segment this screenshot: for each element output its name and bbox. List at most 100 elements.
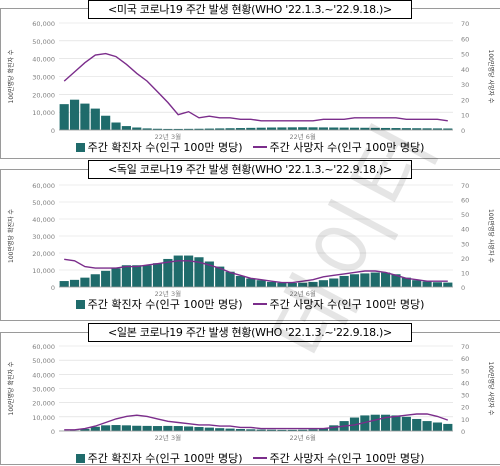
y-right-axis-title: 100만명당 사망자 수 [487,362,495,416]
y-right-tick-label: 60 [461,197,469,205]
bar [70,280,79,287]
legend-line-label: 주간 사망자 수(인구 100만 명당) [270,452,425,465]
y-right-axis-title: 100만명당 사망자 수 [487,209,495,263]
chart-panel-japan: 0 10,000 20,000 30,000 40,000 50,000 60,000 0 10… [0,323,500,464]
bar [153,263,162,287]
y-left-tick-label: 30,000 [32,386,55,394]
y-left-tick-label: 0 [51,127,55,135]
bar [122,265,131,287]
bar [143,265,152,287]
bar [433,423,442,432]
y-left-tick-label: 40,000 [32,56,55,64]
y-right-tick-label: 70 [461,343,469,351]
bar [101,425,110,431]
legend-line-swatch [253,146,267,148]
chart-japan: 0 10,000 20,000 30,000 40,000 50,000 60,000 0 10… [1,333,500,464]
bar [412,419,421,431]
y-right-tick-label: 10 [461,269,469,277]
y-right-tick-label: 10 [461,416,469,424]
bar [288,127,297,130]
bar [122,425,131,431]
y-right-tick-label: 0 [461,284,465,292]
bar [143,426,152,431]
bar [101,116,110,130]
y-left-axis-title: 100만명당 확진자 수 [7,209,15,263]
bar [443,283,452,287]
bar [371,415,380,431]
y-right-tick-label: 70 [461,20,469,28]
y-left-tick-label: 60,000 [32,182,55,190]
bar [60,281,69,287]
legend-bar-swatch [76,300,85,309]
bar [298,127,307,130]
y-left-tick-label: 10,000 [32,109,55,117]
y-right-tick-label: 0 [461,127,465,135]
death-line-series [64,414,448,430]
y-left-tick-label: 20,000 [32,400,55,408]
y-right-tick-label: 60 [461,35,469,43]
bar [308,127,317,130]
bar [132,426,141,431]
bar [402,417,411,431]
y-right-tick-label: 30 [461,392,469,400]
bar [184,426,193,431]
y-right-tick-label: 10 [461,112,469,120]
bar [80,104,89,130]
y-left-tick-label: 40,000 [32,371,55,379]
y-left-tick-label: 10,000 [32,267,55,275]
legend-line-swatch [253,457,267,459]
y-left-axis-title: 100만명당 확진자 수 [7,49,15,103]
bar [174,426,183,431]
y-left-tick-label: 20,000 [32,91,55,99]
chart-frame-japan: 0 10,000 20,000 30,000 40,000 50,000 60,000 0 10… [0,332,500,465]
y-right-tick-label: 20 [461,255,469,263]
y-right-tick-label: 50 [461,211,469,219]
death-line-series [64,54,448,121]
y-left-tick-label: 0 [51,428,55,436]
bar [236,276,245,287]
legend-bar-label: 주간 확진자 수(인구 100만 명당) [88,298,243,311]
y-right-tick-label: 0 [461,428,465,436]
bar [132,265,141,287]
bar [205,428,214,431]
y-left-tick-label: 40,000 [32,216,55,224]
y-left-tick-label: 30,000 [32,74,55,82]
legend-bar-swatch [76,454,85,463]
bar [163,426,172,431]
y-left-tick-label: 50,000 [32,199,55,207]
bar [391,415,400,431]
y-left-tick-label: 20,000 [32,250,55,258]
y-right-tick-label: 30 [461,81,469,89]
bar [443,424,452,431]
y-right-tick-label: 60 [461,355,469,363]
chart-title-us: <미국 코로나19 주간 발생 현황(WHO '22.1.3.~'22.9.18… [88,0,412,19]
y-right-tick-label: 40 [461,379,469,387]
y-left-tick-label: 50,000 [32,38,55,46]
bar [80,278,89,287]
x-tick-label: 22년 6월 [289,433,315,442]
bar [111,268,120,287]
legend-bar-swatch [76,143,85,152]
bar [111,425,120,431]
bar [153,426,162,431]
bar [122,126,131,130]
bar [111,123,120,130]
y-left-tick-label: 60,000 [32,20,55,28]
y-left-tick-label: 10,000 [32,414,55,422]
bar [60,104,69,130]
bar [433,282,442,287]
bar [91,109,100,130]
y-left-axis-title: 100만명당 확진자 수 [7,361,15,415]
bar [422,282,431,287]
bar [422,421,431,431]
y-right-axis-title: 100만명당 사망자 수 [487,50,495,104]
bar [194,427,203,431]
y-right-tick-label: 50 [461,51,469,59]
y-right-tick-label: 40 [461,66,469,74]
legend-bar-label: 주간 확진자 수(인구 100만 명당) [88,141,243,154]
y-right-tick-label: 30 [461,240,469,248]
y-right-tick-label: 50 [461,367,469,375]
y-left-tick-label: 60,000 [32,343,55,351]
y-right-tick-label: 70 [461,182,469,190]
y-left-tick-label: 50,000 [32,357,55,365]
